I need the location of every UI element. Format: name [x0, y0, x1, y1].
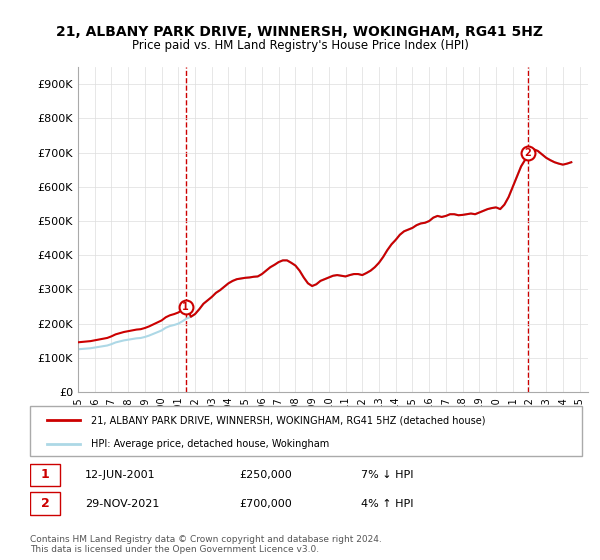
Text: 2: 2: [524, 148, 532, 158]
Text: 21, ALBANY PARK DRIVE, WINNERSH, WOKINGHAM, RG41 5HZ: 21, ALBANY PARK DRIVE, WINNERSH, WOKINGH…: [56, 25, 544, 39]
Text: Contains HM Land Registry data © Crown copyright and database right 2024.
This d: Contains HM Land Registry data © Crown c…: [30, 535, 382, 554]
FancyBboxPatch shape: [30, 492, 61, 515]
Text: 4% ↑ HPI: 4% ↑ HPI: [361, 498, 414, 508]
Text: £700,000: £700,000: [240, 498, 293, 508]
Text: 1: 1: [182, 301, 189, 311]
Text: 1: 1: [41, 468, 49, 481]
Text: 2: 2: [41, 497, 49, 510]
Text: 29-NOV-2021: 29-NOV-2021: [85, 498, 160, 508]
Text: HPI: Average price, detached house, Wokingham: HPI: Average price, detached house, Woki…: [91, 439, 329, 449]
Text: Price paid vs. HM Land Registry's House Price Index (HPI): Price paid vs. HM Land Registry's House …: [131, 39, 469, 52]
FancyBboxPatch shape: [30, 464, 61, 486]
Text: £250,000: £250,000: [240, 470, 293, 479]
FancyBboxPatch shape: [30, 406, 582, 456]
Text: 12-JUN-2001: 12-JUN-2001: [85, 470, 156, 479]
Text: 21, ALBANY PARK DRIVE, WINNERSH, WOKINGHAM, RG41 5HZ (detached house): 21, ALBANY PARK DRIVE, WINNERSH, WOKINGH…: [91, 415, 485, 425]
Text: 7% ↓ HPI: 7% ↓ HPI: [361, 470, 414, 479]
